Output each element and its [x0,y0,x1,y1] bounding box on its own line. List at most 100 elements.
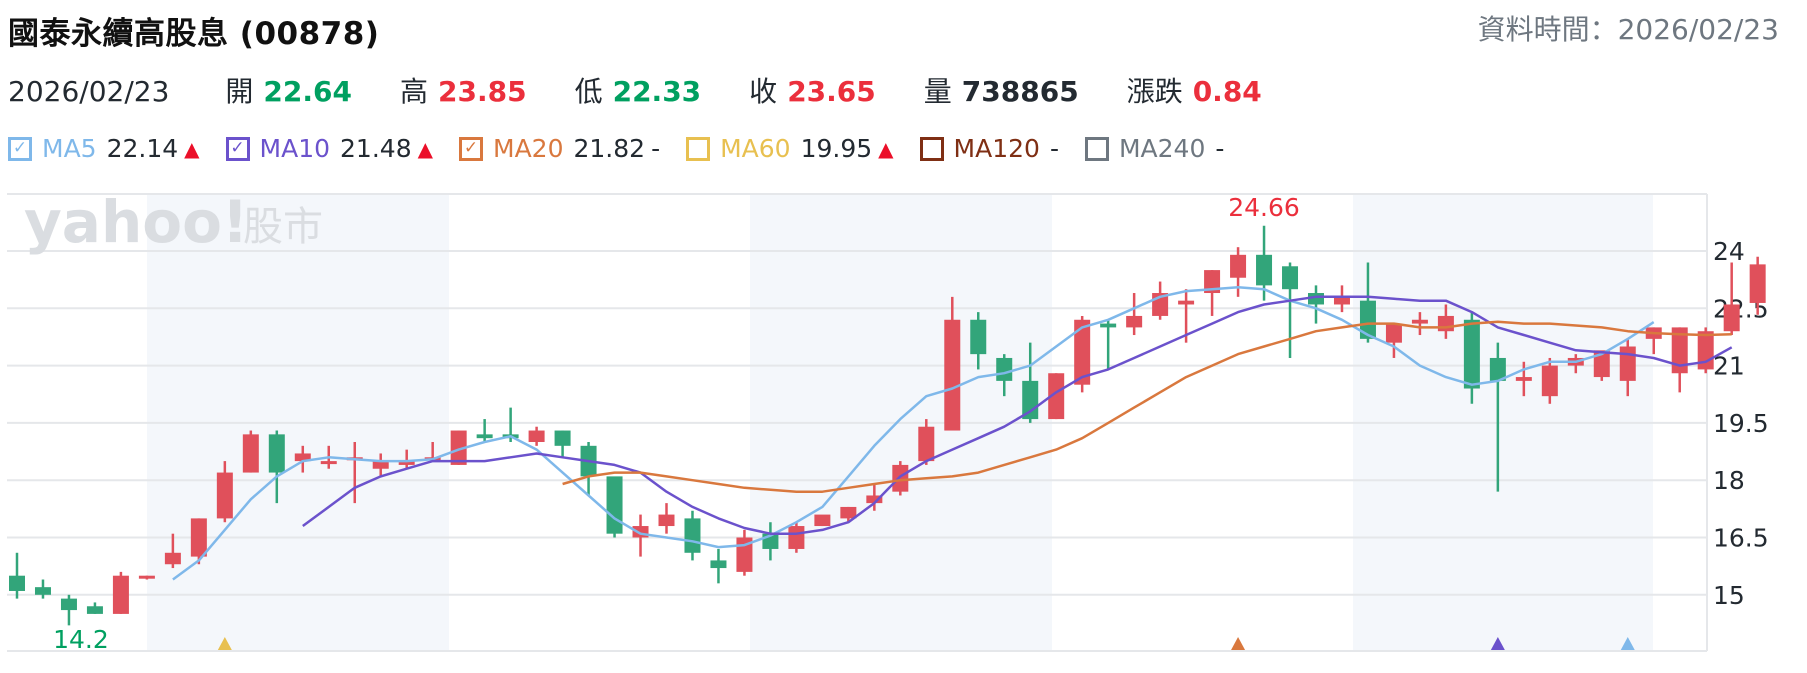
candle[interactable] [1489,342,1506,492]
candle[interactable] [242,430,259,473]
candle[interactable] [632,514,649,557]
legend-ma60-toggle[interactable]: MA60 19.95 ▲ [686,134,894,163]
legend-ma20-toggle[interactable]: ✓ MA20 21.82- [459,134,660,163]
candle[interactable] [476,419,493,442]
candle[interactable] [450,430,467,465]
candle[interactable] [190,518,207,565]
trend-up-icon: ▲ [417,136,433,161]
checkbox-icon[interactable] [686,136,711,161]
ma-cross-marker-icon [1490,637,1505,650]
legend-ma240-toggle[interactable]: MA240- [1084,134,1225,163]
candle[interactable] [216,461,233,523]
max-price-label: 24.66 [1228,193,1300,222]
legend-ma120-toggle[interactable]: MA120- [919,134,1059,163]
candle[interactable] [866,484,883,511]
stats-date: 2026/02/23 [8,75,170,108]
candle[interactable] [34,579,51,599]
yahoo-watermark: yahoo! [24,188,248,256]
stat-high: 高 23.85 [399,75,527,108]
candle[interactable] [1333,285,1350,313]
page-title: 國泰永續高股息 (00878) [8,16,380,52]
watermark-suffix: 股市 [243,204,323,250]
candle[interactable] [1308,285,1324,324]
candle[interactable] [918,419,935,465]
candle[interactable] [1593,350,1610,381]
candle[interactable] [1541,357,1558,404]
candle[interactable] [1100,319,1117,370]
min-price-label: 14.2 [53,625,109,654]
candle[interactable] [372,453,389,477]
candle[interactable] [112,571,129,614]
checkbox-icon[interactable]: ✓ [225,136,250,161]
candle[interactable] [1463,312,1480,404]
candle[interactable] [788,522,805,553]
stat-low: 低 22.33 [574,75,702,108]
legend-ma5-toggle[interactable]: ✓ MA5 22.14 ▲ [8,134,200,163]
ma-line-ma20 [562,320,1732,493]
candle[interactable] [606,476,623,538]
candle[interactable] [944,296,961,431]
trend-flat-icon: - [1215,134,1225,163]
ma-line-ma10 [302,295,1733,535]
stat-open: 開 22.64 [225,75,352,108]
candle[interactable] [970,312,987,370]
data-time: 資料時間：2026/02/23 [1477,13,1779,46]
stat-change: 漲跌 0.84 [1126,75,1262,108]
ma-cross-marker-icon [1231,637,1246,650]
ma-legend: ✓ MA5 22.14 ▲ ✓ MA10 21.48 ▲ ✓ MA20 21.82- MA60 1… [8,134,1250,163]
candle[interactable] [684,510,701,561]
checkbox-icon[interactable] [1084,136,1109,161]
candle[interactable] [710,548,727,584]
candle[interactable] [9,552,25,599]
candle[interactable] [60,594,77,626]
candle[interactable] [1048,373,1065,420]
ma-cross-marker-icon [1620,637,1635,650]
candle[interactable] [996,354,1013,397]
candle[interactable] [1411,312,1428,336]
candle[interactable] [1385,323,1402,358]
candle[interactable] [892,461,909,496]
y-tick-label: 24 [1713,237,1745,266]
candle[interactable] [1282,262,1299,358]
y-tick-label: 21 [1713,352,1745,381]
stat-close: 收 23.65 [749,75,876,108]
candle[interactable] [1126,293,1143,336]
candle[interactable] [1749,256,1766,315]
trend-flat-icon: - [651,134,661,163]
candle[interactable] [1723,262,1740,336]
candle[interactable] [528,426,545,446]
checkbox-icon[interactable] [919,136,944,161]
candle[interactable] [580,442,597,496]
ma-line-ma5 [172,286,1655,581]
candle[interactable] [1204,270,1221,316]
candle[interactable] [1230,247,1247,297]
candle[interactable] [86,602,103,614]
y-tick-label: 18 [1713,466,1745,495]
candle[interactable] [814,514,831,527]
candle[interactable] [1152,281,1169,320]
candle[interactable] [1359,262,1376,343]
candle[interactable] [1515,361,1532,397]
candle[interactable] [840,506,857,523]
candle[interactable] [294,445,311,473]
ma-cross-marker-icon [217,637,232,650]
candle[interactable] [554,430,571,458]
checkbox-icon[interactable]: ✓ [8,136,32,161]
y-tick-label: 15 [1713,581,1745,610]
candle[interactable] [138,575,155,580]
stat-volume: 量 738865 [923,75,1079,108]
trend-up-icon: ▲ [184,136,200,161]
candle[interactable] [268,430,285,504]
candle[interactable] [398,449,415,469]
legend-ma10-toggle[interactable]: ✓ MA10 21.48 ▲ [225,134,433,163]
checkbox-icon[interactable]: ✓ [459,136,483,161]
candle[interactable] [164,533,181,569]
trend-flat-icon: - [1049,134,1059,163]
candle[interactable] [658,503,675,534]
trend-up-icon: ▲ [878,136,894,161]
y-tick-label: 16.5 [1713,524,1769,553]
candle[interactable] [1671,327,1688,393]
ohlc-stats-row: 2026/02/23 開 22.64 高 23.85 低 22.33 收 23.65 量… [8,70,1310,110]
y-tick-label: 19.5 [1713,409,1769,438]
